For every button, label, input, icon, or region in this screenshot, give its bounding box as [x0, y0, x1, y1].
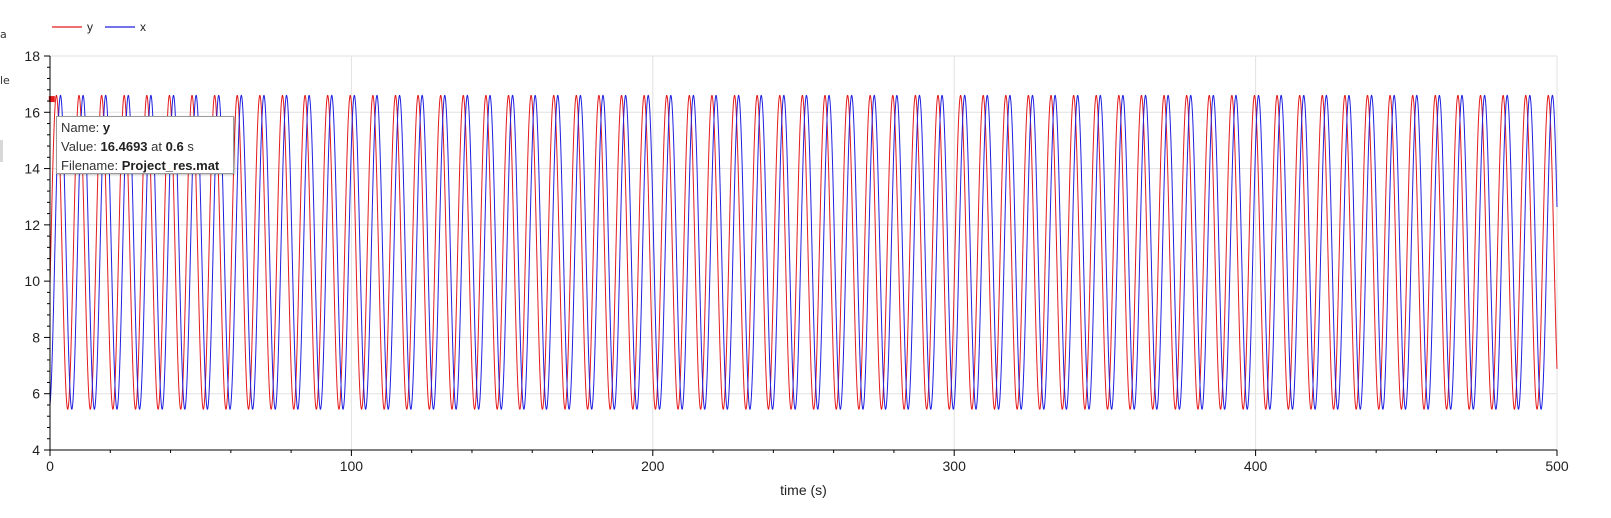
cursor-marker	[48, 96, 55, 103]
x-tick-label: 0	[46, 458, 54, 474]
tooltip-name-row: Name: y	[61, 120, 111, 135]
y-tick-label: 18	[24, 48, 40, 64]
series-line-x	[49, 94, 1558, 410]
legend-item-y[interactable]: y	[52, 20, 93, 34]
clipped-left-text: a	[0, 28, 7, 41]
x-axis-label: time (s)	[780, 482, 827, 498]
legend-item-x[interactable]: x	[105, 20, 146, 34]
x-tick-label: 300	[943, 458, 967, 474]
clipped-left-text: le	[0, 74, 10, 87]
tooltip-filename-row: Filename: Project_res.mat	[61, 158, 220, 173]
x-tick-label: 500	[1545, 458, 1569, 474]
y-tick-label: 4	[32, 442, 40, 458]
left-panel-edge	[0, 140, 3, 162]
grid	[50, 55, 1558, 450]
series-line-y	[49, 95, 1558, 410]
tooltip-value-row: Value: 16.4693 at 0.6 s	[61, 139, 194, 154]
y-tick-label: 12	[24, 217, 40, 233]
y-tick-label: 10	[24, 273, 40, 289]
legend-label: x	[140, 20, 146, 34]
y-tick-label: 14	[24, 161, 40, 177]
y-tick-label: 16	[24, 104, 40, 120]
value-tooltip: Name: y Value: 16.4693 at 0.6 s Filename…	[56, 116, 234, 174]
x-tick-label: 400	[1244, 458, 1268, 474]
legend-label: y	[87, 20, 93, 34]
axes: 4 6 8 10 12 14 16 18 0 100 200 300 400 500	[24, 48, 1568, 474]
x-tick-label: 100	[340, 458, 364, 474]
y-tick-label: 8	[32, 329, 40, 345]
y-tick-label: 6	[32, 386, 40, 402]
series-layer	[48, 94, 1558, 410]
x-tick-label: 200	[641, 458, 665, 474]
